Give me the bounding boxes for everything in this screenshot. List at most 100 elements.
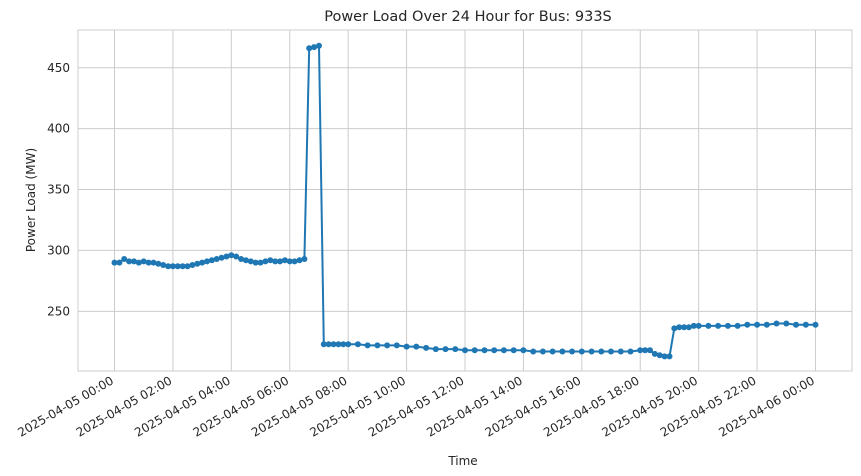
data-point <box>208 257 215 264</box>
data-point <box>296 257 303 264</box>
data-point <box>763 321 770 328</box>
x-tick-label: 2025-04-05 18:00 <box>541 373 642 439</box>
data-point <box>316 42 322 49</box>
data-point <box>131 258 137 265</box>
data-point <box>617 348 624 355</box>
data-point <box>685 324 692 331</box>
data-point <box>588 348 595 355</box>
data-point <box>651 350 658 357</box>
data-point <box>184 263 191 270</box>
data-point <box>189 262 196 268</box>
data-point <box>690 322 697 329</box>
data-point <box>442 346 449 353</box>
data-point <box>277 258 283 265</box>
data-point <box>204 258 210 265</box>
data-point <box>559 348 566 355</box>
data-point <box>155 260 162 267</box>
data-point <box>140 258 147 265</box>
data-point <box>500 347 507 354</box>
data-point <box>793 321 799 328</box>
x-axis-label: Time <box>447 454 477 468</box>
data-point <box>578 348 585 355</box>
data-point <box>734 322 741 329</box>
data-point <box>262 258 269 265</box>
data-point <box>160 262 167 268</box>
data-point <box>135 259 142 266</box>
data-point <box>530 348 537 355</box>
data-point <box>126 258 133 265</box>
data-point <box>228 252 235 259</box>
data-point <box>802 321 809 328</box>
x-tick-label: 2025-04-05 20:00 <box>600 373 701 439</box>
x-tick-label: 2025-04-05 04:00 <box>132 373 233 439</box>
data-point <box>403 343 410 350</box>
data-point <box>165 263 172 270</box>
data-point <box>423 344 430 351</box>
data-point <box>432 346 439 353</box>
data-point <box>471 347 478 354</box>
data-point <box>642 347 649 354</box>
data-point <box>169 263 176 270</box>
x-tick-label: 2025-04-05 16:00 <box>483 373 584 439</box>
data-point <box>116 259 123 266</box>
data-point <box>364 342 371 349</box>
data-point <box>520 347 527 354</box>
data-point <box>291 258 298 265</box>
x-tick-label: 2025-04-05 14:00 <box>424 373 525 439</box>
data-point <box>656 352 663 359</box>
data-point <box>671 325 678 332</box>
data-point <box>491 347 498 354</box>
data-point <box>320 341 327 348</box>
data-point <box>695 322 702 329</box>
y-tick-label: 250 <box>47 304 70 318</box>
data-point <box>213 256 220 262</box>
data-point <box>754 321 761 328</box>
data-point <box>311 44 318 51</box>
data-point <box>121 256 128 262</box>
data-point <box>345 341 352 348</box>
data-point <box>340 341 347 348</box>
data-point <box>174 263 181 270</box>
data-point <box>199 259 206 266</box>
data-point <box>510 347 517 354</box>
data-point <box>150 259 157 266</box>
x-tick-label: 2025-04-05 02:00 <box>74 373 175 439</box>
grid <box>78 30 852 371</box>
data-point <box>301 256 308 262</box>
data-point <box>676 324 683 331</box>
data-point <box>539 348 546 355</box>
data-point <box>145 259 152 266</box>
data-point <box>272 258 279 265</box>
data-point <box>681 324 688 331</box>
data-point <box>325 341 332 348</box>
data-point <box>267 257 274 264</box>
data-point <box>335 341 342 348</box>
data-point <box>111 259 118 266</box>
x-tick-label: 2025-04-05 08:00 <box>249 373 350 439</box>
x-tick-label: 2025-04-05 10:00 <box>307 373 408 439</box>
data-point <box>812 321 819 328</box>
data-point <box>549 348 556 355</box>
data-point <box>194 260 201 267</box>
y-tick-label: 300 <box>47 243 70 257</box>
data-point <box>218 254 225 261</box>
data-point <box>647 347 653 354</box>
data-point <box>637 347 644 354</box>
data-point <box>783 320 790 327</box>
data-point <box>281 257 288 264</box>
y-tick-label: 400 <box>47 122 70 136</box>
data-point <box>238 256 245 262</box>
x-tick-label: 2025-04-05 12:00 <box>366 373 467 439</box>
data-point <box>306 45 313 52</box>
data-point <box>233 253 240 260</box>
chart-title: Power Load Over 24 Hour for Bus: 933S <box>324 9 612 25</box>
data-point <box>627 348 634 355</box>
y-axis-label: Power Load (MW) <box>24 148 38 252</box>
x-tick-label: 2025-04-05 00:00 <box>15 373 116 439</box>
data-point <box>715 322 722 329</box>
data-point <box>354 341 361 348</box>
data-point <box>598 348 605 355</box>
data-point <box>666 353 673 360</box>
data-point <box>462 347 468 354</box>
